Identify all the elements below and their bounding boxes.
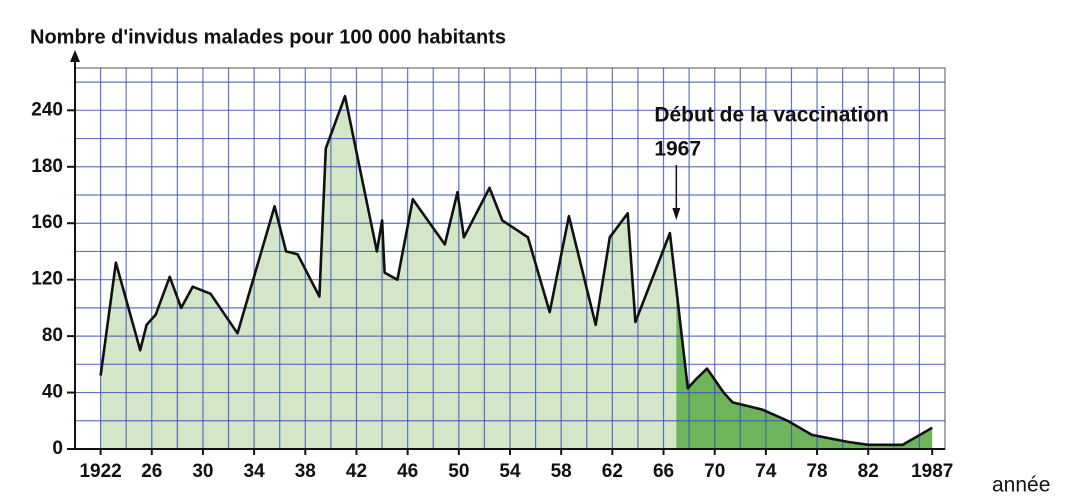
y-tick-label: 240 — [31, 99, 63, 120]
x-tick-label: 62 — [602, 461, 623, 482]
x-tick-label: 66 — [653, 461, 674, 482]
x-tick-label: 1987 — [911, 461, 953, 482]
x-tick-label: 58 — [551, 461, 572, 482]
x-tick-label: 74 — [755, 461, 777, 482]
x-tick-label: 50 — [448, 461, 469, 482]
x-tick-label: 42 — [346, 461, 367, 482]
x-tick-label: 78 — [806, 461, 827, 482]
y-tick-label: 80 — [42, 325, 63, 346]
data-line — [99, 94, 933, 447]
annotation-year: 1967 — [654, 138, 701, 161]
y-tick-label: 180 — [31, 156, 63, 177]
annotation-text: Début de la vaccination — [654, 104, 889, 127]
chart-title: Nombre d'invidus malades pour 100 000 ha… — [30, 26, 506, 48]
x-tick-label: 30 — [192, 461, 213, 482]
y-tick-label: 160 — [31, 212, 63, 233]
y-tick-label: 120 — [31, 269, 63, 290]
y-tick-label: 0 — [52, 438, 63, 459]
y-axis-arrow — [70, 50, 80, 62]
x-tick-label: 38 — [295, 461, 316, 482]
area-before — [100, 96, 677, 449]
x-tick-label: 26 — [141, 461, 162, 482]
x-tick-label: 54 — [499, 461, 521, 482]
x-tick-label: 46 — [397, 461, 418, 482]
x-tick-label: 1922 — [79, 461, 121, 482]
annotation-arrowhead — [672, 208, 681, 220]
y-tick-label: 40 — [42, 382, 63, 403]
x-axis-label: année — [992, 474, 1050, 497]
x-tick-label: 34 — [244, 461, 266, 482]
x-tick-label: 70 — [704, 461, 725, 482]
x-tick-label: 82 — [858, 461, 879, 482]
